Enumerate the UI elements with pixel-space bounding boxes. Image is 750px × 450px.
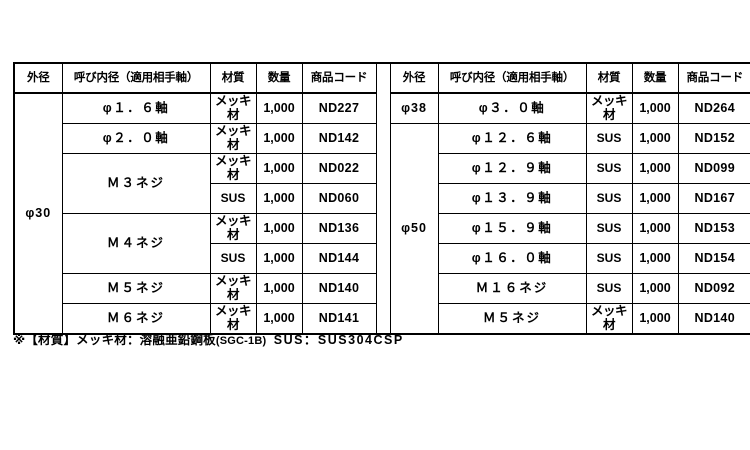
cell-right-quantity: 1,000 <box>631 153 679 184</box>
product-spec-table: 外径 呼び内径（適用相手軸） 材質 数量 商品コード 外径 呼び内径（適用相手軸… <box>13 62 750 335</box>
header-left-outer-diameter: 外径 <box>13 62 63 94</box>
header-left-material: 材質 <box>209 62 257 94</box>
cell-right-material: SUS <box>585 213 633 244</box>
cell-left-quantity: 1,000 <box>255 243 303 274</box>
cell-left-inner-diameter: φ１．６軸 <box>61 92 211 124</box>
cell-left-material: メッキ材 <box>209 273 257 304</box>
spec-tables-container: 外径 呼び内径（適用相手軸） 材質 数量 商品コード 外径 呼び内径（適用相手軸… <box>13 62 750 335</box>
cell-right-inner-diameter: φ１５．９軸 <box>437 213 587 244</box>
cell-right-inner-diameter: φ１２．９軸 <box>437 153 587 184</box>
cell-right-material: SUS <box>585 273 633 304</box>
cell-left-material: メッキ材 <box>209 123 257 154</box>
cell-right-material: SUS <box>585 123 633 154</box>
header-row: 外径 呼び内径（適用相手軸） 材質 数量 商品コード 外径 呼び内径（適用相手軸… <box>13 62 750 94</box>
cell-left-outer-diameter: φ30 <box>13 92 63 335</box>
cell-right-quantity: 1,000 <box>631 123 679 154</box>
cell-right-quantity: 1,000 <box>631 243 679 274</box>
cell-left-quantity: 1,000 <box>255 153 303 184</box>
footnote-sus-material: SUS：SUS304CSP <box>273 333 404 347</box>
cell-left-product-code: ND142 <box>301 123 377 154</box>
footnote-plated-spec: (SGC-1B) <box>215 335 267 347</box>
cell-left-product-code: ND022 <box>301 153 377 184</box>
cell-left-material: SUS <box>209 183 257 214</box>
cell-right-quantity: 1,000 <box>631 92 679 124</box>
cell-left-quantity: 1,000 <box>255 303 303 335</box>
cell-left-quantity: 1,000 <box>255 273 303 304</box>
cell-right-material: SUS <box>585 153 633 184</box>
header-right-material: 材質 <box>585 62 633 94</box>
table-row: Ｍ４ネジ メッキ材 1,000 ND136 φ１５．９軸 SUS 1,000 N… <box>14 213 750 274</box>
table-header: 外径 呼び内径（適用相手軸） 材質 数量 商品コード 外径 呼び内径（適用相手軸… <box>13 62 750 94</box>
cell-right-inner-diameter: φ３．０軸 <box>437 92 587 124</box>
cell-right-product-code: ND264 <box>677 92 750 124</box>
header-left-inner-diameter: 呼び内径（適用相手軸） <box>61 62 211 94</box>
cell-right-quantity: 1,000 <box>631 273 679 304</box>
cell-right-material: メッキ材 <box>585 92 633 124</box>
cell-right-inner-diameter: Ｍ１６ネジ <box>437 273 587 304</box>
cell-left-material: メッキ材 <box>209 92 257 124</box>
header-right-quantity: 数量 <box>631 62 679 94</box>
cell-left-quantity: 1,000 <box>255 213 303 244</box>
cell-right-inner-diameter: φ１３．９軸 <box>437 183 587 214</box>
cell-left-product-code: ND227 <box>301 92 377 124</box>
cell-right-product-code: ND152 <box>677 123 750 154</box>
cell-right-quantity: 1,000 <box>631 303 679 335</box>
table-row: Ｍ６ネジ メッキ材 1,000 ND141 Ｍ５ネジ メッキ材 1,000 ND… <box>14 303 750 335</box>
cell-right-inner-diameter: φ１６．０軸 <box>437 243 587 274</box>
cell-right-quantity: 1,000 <box>631 183 679 214</box>
cell-right-material: メッキ材 <box>585 303 633 335</box>
material-footnote: ※【材質】メッキ材：溶融亜鉛鋼板(SGC-1B) SUS：SUS304CSP <box>13 329 404 348</box>
cell-left-product-code: ND141 <box>301 303 377 335</box>
header-right-outer-diameter: 外径 <box>389 62 439 94</box>
table-row: φ２．０軸 メッキ材 1,000 ND142 φ50 φ１２．６軸 SUS 1,… <box>14 123 750 335</box>
cell-left-inner-diameter: Ｍ６ネジ <box>61 303 211 335</box>
table-row: Ｍ３ネジ メッキ材 1,000 ND022 φ１２．９軸 SUS 1,000 N… <box>14 153 750 214</box>
cell-left-inner-diameter: Ｍ３ネジ <box>61 153 211 214</box>
cell-left-material: メッキ材 <box>209 213 257 244</box>
table-row: SUS 1,000 ND060 φ１３．９軸 SUS 1,000 ND167 <box>14 183 750 214</box>
table-body: φ30 φ１．６軸 メッキ材 1,000 ND227 φ38 φ３．０軸 メッキ… <box>13 92 750 335</box>
cell-right-product-code: ND092 <box>677 273 750 304</box>
table-row: φ30 φ１．６軸 メッキ材 1,000 ND227 φ38 φ３．０軸 メッキ… <box>13 92 750 335</box>
cell-right-product-code: ND154 <box>677 243 750 274</box>
cell-right-outer-diameter: φ38 <box>389 92 439 124</box>
table-gap-spacer <box>376 93 390 334</box>
cell-left-product-code: ND136 <box>301 213 377 244</box>
cell-left-quantity: 1,000 <box>255 123 303 154</box>
footnote-marker: ※ <box>13 333 26 347</box>
cell-right-inner-diameter: φ１２．６軸 <box>437 123 587 154</box>
cell-right-inner-diameter: Ｍ５ネジ <box>437 303 587 335</box>
cell-right-product-code: ND153 <box>677 213 750 244</box>
cell-left-quantity: 1,000 <box>255 92 303 124</box>
cell-left-material: メッキ材 <box>209 153 257 184</box>
cell-left-product-code: ND144 <box>301 243 377 274</box>
cell-left-inner-diameter: Ｍ４ネジ <box>61 213 211 274</box>
cell-left-product-code: ND060 <box>301 183 377 214</box>
header-left-quantity: 数量 <box>255 62 303 94</box>
cell-right-quantity: 1,000 <box>631 213 679 244</box>
cell-right-product-code: ND167 <box>677 183 750 214</box>
table-row: Ｍ５ネジ メッキ材 1,000 ND140 Ｍ１６ネジ SUS 1,000 ND… <box>14 273 750 304</box>
cell-left-quantity: 1,000 <box>255 183 303 214</box>
cell-left-material: SUS <box>209 243 257 274</box>
footnote-plated-material: メッキ材：溶融亜鉛鋼板 <box>76 333 216 347</box>
cell-left-inner-diameter: φ２．０軸 <box>61 123 211 154</box>
header-right-inner-diameter: 呼び内径（適用相手軸） <box>437 62 587 94</box>
cell-left-product-code: ND140 <box>301 273 377 304</box>
footnote-label: 【材質】 <box>25 333 77 347</box>
header-right-product-code: 商品コード <box>677 62 750 94</box>
header-left-product-code: 商品コード <box>301 62 377 94</box>
cell-right-outer-diameter: φ50 <box>389 123 439 335</box>
cell-right-product-code: ND099 <box>677 153 750 184</box>
cell-right-material: SUS <box>585 243 633 274</box>
cell-right-product-code: ND140 <box>677 303 750 335</box>
cell-right-material: SUS <box>585 183 633 214</box>
table-gap-spacer <box>376 63 390 93</box>
cell-left-inner-diameter: Ｍ５ネジ <box>61 273 211 304</box>
